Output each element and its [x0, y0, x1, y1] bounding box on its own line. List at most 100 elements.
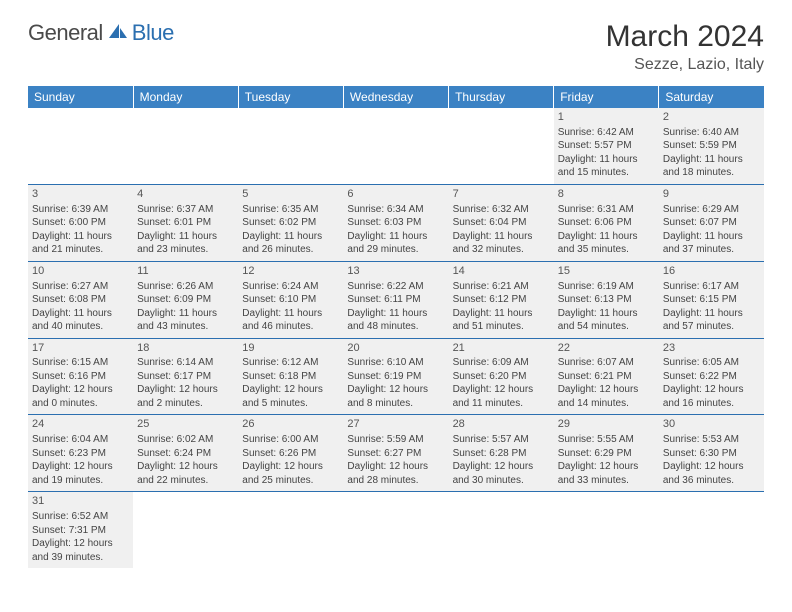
day-number: 27: [347, 417, 444, 432]
weekday-header: Thursday: [449, 86, 554, 108]
sunrise-text: Sunrise: 6:35 AM: [242, 203, 339, 217]
calendar-day-blank: [28, 108, 133, 184]
daylight-text: and 19 minutes.: [32, 474, 129, 488]
daylight-text: and 39 minutes.: [32, 551, 129, 565]
daylight-text: and 8 minutes.: [347, 397, 444, 411]
calendar-day: 29Sunrise: 5:55 AMSunset: 6:29 PMDayligh…: [554, 415, 659, 492]
sunset-text: Sunset: 6:13 PM: [558, 293, 655, 307]
day-number: 1: [558, 110, 655, 125]
sunset-text: Sunset: 7:31 PM: [32, 524, 129, 538]
sunrise-text: Sunrise: 6:24 AM: [242, 280, 339, 294]
calendar-day: 26Sunrise: 6:00 AMSunset: 6:26 PMDayligh…: [238, 415, 343, 492]
daylight-text: Daylight: 11 hours: [453, 307, 550, 321]
sunset-text: Sunset: 6:07 PM: [663, 216, 760, 230]
sunset-text: Sunset: 6:24 PM: [137, 447, 234, 461]
calendar-week: 31Sunrise: 6:52 AMSunset: 7:31 PMDayligh…: [28, 492, 764, 568]
sunset-text: Sunset: 6:16 PM: [32, 370, 129, 384]
day-number: 30: [663, 417, 760, 432]
day-number: 20: [347, 341, 444, 356]
daylight-text: Daylight: 11 hours: [663, 153, 760, 167]
daylight-text: and 15 minutes.: [558, 166, 655, 180]
calendar-day-blank: [449, 108, 554, 184]
sunset-text: Sunset: 6:29 PM: [558, 447, 655, 461]
sunrise-text: Sunrise: 5:53 AM: [663, 433, 760, 447]
daylight-text: Daylight: 12 hours: [663, 460, 760, 474]
day-number: 6: [347, 187, 444, 202]
daylight-text: Daylight: 11 hours: [663, 230, 760, 244]
sunrise-text: Sunrise: 5:59 AM: [347, 433, 444, 447]
day-number: 10: [32, 264, 129, 279]
calendar-day-blank: [133, 492, 238, 568]
sunrise-text: Sunrise: 6:34 AM: [347, 203, 444, 217]
sunset-text: Sunset: 6:02 PM: [242, 216, 339, 230]
sunset-text: Sunset: 6:00 PM: [32, 216, 129, 230]
sunrise-text: Sunrise: 6:04 AM: [32, 433, 129, 447]
daylight-text: Daylight: 11 hours: [453, 230, 550, 244]
logo: General Blue: [28, 20, 174, 46]
daylight-text: Daylight: 12 hours: [453, 460, 550, 474]
sunset-text: Sunset: 6:23 PM: [32, 447, 129, 461]
daylight-text: Daylight: 11 hours: [347, 230, 444, 244]
sunset-text: Sunset: 6:18 PM: [242, 370, 339, 384]
calendar-day-blank: [659, 492, 764, 568]
calendar-table: SundayMondayTuesdayWednesdayThursdayFrid…: [28, 86, 764, 568]
daylight-text: and 28 minutes.: [347, 474, 444, 488]
daylight-text: and 43 minutes.: [137, 320, 234, 334]
sunset-text: Sunset: 6:08 PM: [32, 293, 129, 307]
day-number: 14: [453, 264, 550, 279]
calendar-day: 30Sunrise: 5:53 AMSunset: 6:30 PMDayligh…: [659, 415, 764, 492]
sunset-text: Sunset: 6:19 PM: [347, 370, 444, 384]
sunrise-text: Sunrise: 6:42 AM: [558, 126, 655, 140]
daylight-text: and 48 minutes.: [347, 320, 444, 334]
calendar-week: 3Sunrise: 6:39 AMSunset: 6:00 PM Daylight…: [28, 184, 764, 261]
daylight-text: Daylight: 12 hours: [347, 460, 444, 474]
sail-icon: [107, 22, 129, 45]
calendar-day: 22Sunrise: 6:07 AMSunset: 6:21 PMDayligh…: [554, 338, 659, 415]
calendar-day: 15Sunrise: 6:19 AMSunset: 6:13 PMDayligh…: [554, 261, 659, 338]
sunrise-text: Sunrise: 6:10 AM: [347, 356, 444, 370]
calendar-day: 27Sunrise: 5:59 AMSunset: 6:27 PMDayligh…: [343, 415, 448, 492]
daylight-text: Daylight: 12 hours: [558, 460, 655, 474]
sunrise-text: Sunrise: 6:32 AM: [453, 203, 550, 217]
logo-text-blue: Blue: [132, 20, 174, 46]
calendar-header-row: SundayMondayTuesdayWednesdayThursdayFrid…: [28, 86, 764, 108]
daylight-text: Daylight: 12 hours: [242, 460, 339, 474]
day-number: 9: [663, 187, 760, 202]
daylight-text: and 25 minutes.: [242, 474, 339, 488]
calendar-day: 8Sunrise: 6:31 AMSunset: 6:06 PMDaylight…: [554, 184, 659, 261]
weekday-header: Monday: [133, 86, 238, 108]
sunset-text: Sunset: 6:10 PM: [242, 293, 339, 307]
daylight-text: and 23 minutes.: [137, 243, 234, 257]
calendar-week: 17Sunrise: 6:15 AMSunset: 6:16 PMDayligh…: [28, 338, 764, 415]
sunrise-text: Sunrise: 6:39 AM: [32, 203, 129, 217]
calendar-week: 1Sunrise: 6:42 AMSunset: 5:57 PM Daylight…: [28, 108, 764, 184]
daylight-text: Daylight: 11 hours: [347, 307, 444, 321]
sunset-text: Sunset: 6:06 PM: [558, 216, 655, 230]
calendar-day: 9Sunrise: 6:29 AMSunset: 6:07 PMDaylight…: [659, 184, 764, 261]
sunrise-text: Sunrise: 6:52 AM: [32, 510, 129, 524]
sunrise-text: Sunrise: 5:55 AM: [558, 433, 655, 447]
day-number: 28: [453, 417, 550, 432]
day-number: 3: [32, 187, 129, 202]
sunrise-text: Sunrise: 6:05 AM: [663, 356, 760, 370]
calendar-day: 14Sunrise: 6:21 AMSunset: 6:12 PMDayligh…: [449, 261, 554, 338]
weekday-header: Sunday: [28, 86, 133, 108]
sunrise-text: Sunrise: 6:22 AM: [347, 280, 444, 294]
day-number: 12: [242, 264, 339, 279]
calendar-day-blank: [449, 492, 554, 568]
weekday-header: Friday: [554, 86, 659, 108]
calendar-day: 6Sunrise: 6:34 AMSunset: 6:03 PMDaylight…: [343, 184, 448, 261]
calendar-day: 5Sunrise: 6:35 AMSunset: 6:02 PMDaylight…: [238, 184, 343, 261]
calendar-day: 2Sunrise: 6:40 AMSunset: 5:59 PMDaylight…: [659, 108, 764, 184]
day-number: 17: [32, 341, 129, 356]
daylight-text: and 32 minutes.: [453, 243, 550, 257]
day-number: 22: [558, 341, 655, 356]
sunset-text: Sunset: 6:03 PM: [347, 216, 444, 230]
day-number: 13: [347, 264, 444, 279]
sunset-text: Sunset: 5:59 PM: [663, 139, 760, 153]
daylight-text: Daylight: 11 hours: [558, 230, 655, 244]
sunset-text: Sunset: 5:57 PM: [558, 139, 655, 153]
daylight-text: and 57 minutes.: [663, 320, 760, 334]
daylight-text: Daylight: 12 hours: [453, 383, 550, 397]
location: Sezze, Lazio, Italy: [606, 56, 764, 74]
